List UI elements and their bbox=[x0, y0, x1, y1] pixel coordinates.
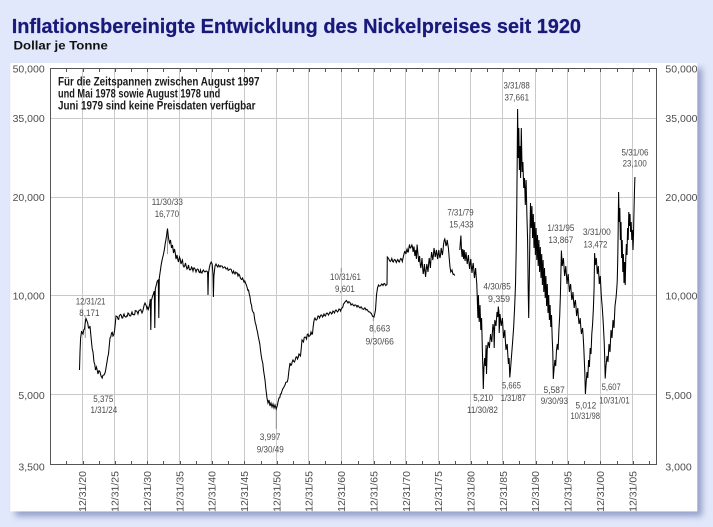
svg-text:12/31/60: 12/31/60 bbox=[336, 471, 348, 512]
svg-text:12/31/05: 12/31/05 bbox=[627, 471, 639, 512]
svg-text:3,500: 3,500 bbox=[18, 462, 44, 474]
svg-text:1/31/95: 1/31/95 bbox=[547, 223, 574, 233]
svg-text:11/30/33: 11/30/33 bbox=[152, 197, 183, 207]
svg-text:12/31/40: 12/31/40 bbox=[207, 471, 219, 512]
svg-text:13,472: 13,472 bbox=[584, 240, 608, 250]
svg-text:12/31/75: 12/31/75 bbox=[433, 471, 445, 512]
svg-text:7/31/79: 7/31/79 bbox=[447, 208, 473, 218]
svg-text:10,000: 10,000 bbox=[665, 291, 697, 303]
svg-text:1/31/24: 1/31/24 bbox=[91, 405, 118, 415]
svg-text:9/30/93: 9/30/93 bbox=[541, 396, 568, 406]
svg-text:4/30/85: 4/30/85 bbox=[483, 282, 510, 292]
svg-text:5,607: 5,607 bbox=[602, 382, 621, 392]
svg-text:13,867: 13,867 bbox=[548, 235, 573, 245]
svg-text:12/31/35: 12/31/35 bbox=[174, 471, 186, 512]
svg-text:Inflationsbereinigte Entwicklu: Inflationsbereinigte Entwicklung des Nic… bbox=[12, 16, 581, 38]
svg-text:37,661: 37,661 bbox=[505, 92, 530, 102]
svg-text:12/31/80: 12/31/80 bbox=[466, 471, 478, 512]
svg-text:12/31/85: 12/31/85 bbox=[498, 471, 510, 512]
svg-text:5,665: 5,665 bbox=[502, 380, 521, 390]
svg-text:35,000: 35,000 bbox=[665, 113, 697, 125]
svg-text:Dollar je Tonne: Dollar je Tonne bbox=[14, 39, 109, 53]
svg-text:12/31/65: 12/31/65 bbox=[368, 471, 380, 512]
svg-text:50,000: 50,000 bbox=[13, 63, 45, 75]
svg-text:3/31/00: 3/31/00 bbox=[583, 227, 611, 237]
svg-text:5/31/06: 5/31/06 bbox=[622, 148, 649, 158]
svg-text:8,663: 8,663 bbox=[369, 324, 390, 334]
svg-text:5,587: 5,587 bbox=[544, 385, 565, 395]
svg-text:5,012: 5,012 bbox=[576, 400, 597, 410]
svg-text:5,210: 5,210 bbox=[473, 393, 493, 403]
svg-text:9,359: 9,359 bbox=[488, 294, 510, 304]
svg-text:12/31/30: 12/31/30 bbox=[142, 471, 154, 512]
svg-text:und Mai 1978 sowie August 1978: und Mai 1978 sowie August 1978 und bbox=[58, 88, 220, 100]
svg-text:5,000: 5,000 bbox=[18, 390, 44, 402]
svg-text:3,000: 3,000 bbox=[665, 462, 691, 474]
svg-text:10,000: 10,000 bbox=[13, 291, 45, 303]
svg-text:Juni 1979 sind keine Preisdate: Juni 1979 sind keine Preisdaten verfügba… bbox=[58, 101, 256, 113]
svg-text:12/31/00: 12/31/00 bbox=[595, 471, 607, 512]
svg-text:3/31/88: 3/31/88 bbox=[503, 81, 529, 91]
svg-text:35,000: 35,000 bbox=[13, 113, 45, 125]
svg-text:16,770: 16,770 bbox=[155, 209, 179, 219]
svg-text:3,997: 3,997 bbox=[260, 432, 281, 442]
svg-text:9/30/66: 9/30/66 bbox=[365, 337, 394, 347]
svg-text:12/31/21: 12/31/21 bbox=[76, 297, 106, 307]
svg-text:10/31/61: 10/31/61 bbox=[330, 272, 361, 282]
svg-text:20,000: 20,000 bbox=[13, 192, 45, 204]
svg-text:11/30/82: 11/30/82 bbox=[467, 405, 498, 415]
svg-text:10/31/98: 10/31/98 bbox=[570, 411, 600, 421]
svg-text:Für die Zeitspannen zwischen A: Für die Zeitspannen zwischen August 1997 bbox=[58, 76, 260, 88]
svg-text:23,100: 23,100 bbox=[623, 159, 647, 169]
svg-text:15,433: 15,433 bbox=[449, 220, 473, 230]
svg-text:5,000: 5,000 bbox=[665, 390, 691, 402]
svg-text:8,171: 8,171 bbox=[79, 308, 99, 318]
svg-text:1/31/87: 1/31/87 bbox=[501, 393, 526, 403]
svg-text:9,601: 9,601 bbox=[335, 284, 355, 294]
svg-text:12/31/95: 12/31/95 bbox=[563, 471, 575, 512]
svg-text:12/31/55: 12/31/55 bbox=[304, 471, 316, 512]
svg-text:50,000: 50,000 bbox=[665, 63, 697, 75]
svg-text:12/31/50: 12/31/50 bbox=[271, 471, 283, 512]
svg-text:12/31/45: 12/31/45 bbox=[239, 471, 251, 512]
svg-text:20,000: 20,000 bbox=[665, 192, 697, 204]
svg-text:10/31/01: 10/31/01 bbox=[599, 395, 630, 405]
svg-text:9/30/49: 9/30/49 bbox=[257, 445, 284, 455]
svg-text:5,375: 5,375 bbox=[93, 394, 113, 404]
svg-text:12/31/90: 12/31/90 bbox=[530, 471, 542, 512]
svg-text:12/31/70: 12/31/70 bbox=[401, 471, 413, 512]
svg-text:12/31/20: 12/31/20 bbox=[77, 471, 89, 512]
svg-text:12/31/25: 12/31/25 bbox=[110, 471, 122, 512]
